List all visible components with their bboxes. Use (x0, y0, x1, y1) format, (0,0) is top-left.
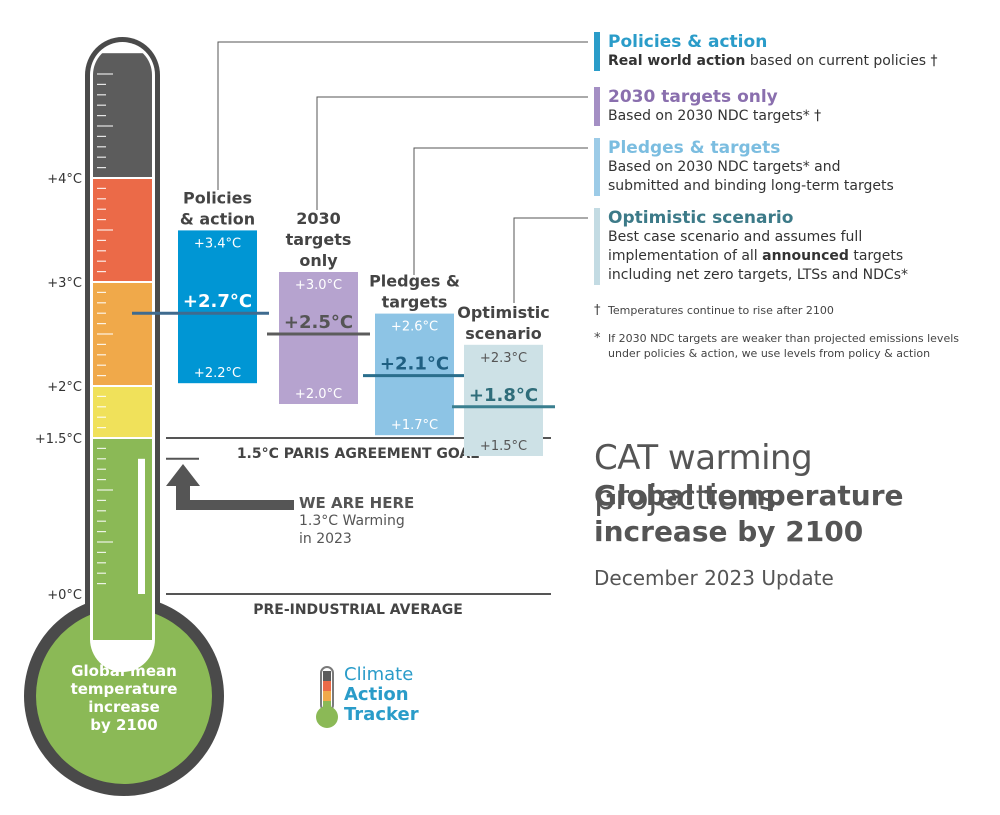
legend-text-segment: submitted and binding long-term targets (608, 178, 894, 194)
scenario-bar-0 (178, 230, 257, 384)
legend-title: Pledges & targets (608, 138, 781, 158)
legend-text-segment: implementation of all (608, 248, 763, 264)
legend-title: Optimistic scenario (608, 208, 794, 228)
logo-thermometer-icon (316, 666, 338, 728)
legend-description: including net zero targets, LTSs and NDC… (608, 266, 994, 285)
scenario-name-0-1: & action (180, 209, 255, 228)
update-label: December 2023 Update (594, 566, 834, 590)
legend-text-segment: Based on 2030 NDC targets* and (608, 159, 841, 175)
scenario-low-label-2: +1.7°C (391, 418, 438, 433)
footnote: † Temperatures continue to rise after 210… (594, 303, 994, 318)
paris-goal-label: 1.5°C PARIS AGREEMENT GOAL (237, 446, 479, 462)
scenario-low-label-0: +2.2°C (194, 366, 241, 381)
legend-text-segment: based on current policies † (745, 53, 938, 69)
legend-description: Best case scenario and assumes full (608, 228, 994, 247)
we-are-here-line2: in 2023 (299, 531, 352, 547)
tick-label-1: +3°C (47, 276, 82, 291)
scenario-name-3-0: Optimistic (457, 303, 549, 322)
connector-line-0 (217, 41, 588, 190)
scenario-low-label-3: +1.5°C (480, 439, 527, 454)
scenario-name-2-1: targets (382, 293, 448, 312)
logo-word-1: Climate (344, 664, 414, 685)
tick-label-0: +4°C (47, 172, 82, 187)
scenario-name-1-1: targets (286, 230, 352, 249)
bulb-label-2: increase (88, 698, 160, 716)
tick-label-3: +1.5°C (35, 432, 82, 447)
legend-text-segment: targets (848, 248, 904, 264)
legend-description: Based on 2030 NDC targets* † (608, 107, 994, 126)
thermometer-bulb (36, 608, 212, 784)
legend-description: Real world action based on current polic… (608, 52, 994, 71)
legend-text-segment: Based on 2030 NDC targets* † (608, 108, 822, 124)
legend-text-segment: Best case scenario and assumes full (608, 229, 863, 245)
thermometer-fill (93, 53, 152, 640)
legend-item: Optimistic scenario Best case scenario an… (594, 208, 994, 285)
scenario-name-1-0: 2030 (296, 209, 341, 228)
we-are-here-arrow (166, 464, 294, 510)
scenario-central-label-3: +1.8°C (469, 385, 538, 406)
legend-title: 2030 targets only (608, 87, 778, 107)
bulb-label-0: Global mean (71, 662, 177, 680)
scenario-high-label-0: +3.4°C (194, 236, 241, 251)
footnote-text: If 2030 NDC targets are weaker than proj… (608, 332, 960, 345)
scenario-central-label-2: +2.1°C (380, 354, 449, 375)
scenario-high-label-2: +2.6°C (391, 320, 438, 335)
connector-line-3 (513, 217, 588, 303)
legend-text-segment: announced (762, 248, 849, 264)
connector-line-1 (316, 96, 588, 210)
footnote: * If 2030 NDC targets are weaker than pro… (594, 331, 994, 361)
legend-text-segment: Real world action (608, 53, 746, 69)
scenario-high-label-3: +2.3°C (480, 351, 527, 366)
legend-text-segment: including net zero targets, LTSs and NDC… (608, 267, 908, 283)
bulb-label-3: by 2100 (90, 716, 158, 734)
current-level-bar (138, 458, 145, 594)
scenario-bar-3 (464, 344, 543, 456)
we-are-here-line1: 1.3°C Warming (299, 513, 405, 529)
legend-description: submitted and binding long-term targets (608, 177, 994, 196)
chart-title: CAT warming projections (594, 438, 813, 518)
pre-industrial-label: PRE-INDUSTRIAL AVERAGE (253, 602, 463, 618)
footnote-symbol: † (594, 303, 601, 318)
thermometer-band-1 (93, 386, 152, 438)
scenario-central-label-1: +2.5°C (284, 312, 353, 333)
chart-subtitle: Global temperature increase by 2100 (594, 479, 904, 548)
bulb-label-1: temperature (71, 680, 178, 698)
scenario-bar-1 (279, 272, 358, 404)
scenario-low-label-1: +2.0°C (295, 387, 342, 402)
logo: Climate Action Tracker (312, 665, 442, 731)
connector-line-2 (413, 147, 588, 275)
legend-swatch (594, 208, 600, 285)
we-are-here-title: WE ARE HERE (299, 494, 415, 512)
scenario-name-2-0: Pledges & (369, 272, 460, 291)
we-are-here: WE ARE HERE 1.3°C Warming in 2023 (299, 494, 414, 548)
scenario-central-label-0: +2.7°C (183, 291, 252, 312)
logo-word-2: Action (344, 684, 409, 705)
footnote-symbol: * (594, 331, 601, 346)
scenario-name-0-0: Policies (183, 188, 252, 207)
logo-word-3: Tracker (344, 704, 419, 725)
legend-item: Policies & action Real world action based… (594, 32, 994, 71)
footnote-text: under policies & action, we use levels f… (608, 347, 931, 360)
footnote-text: Temperatures continue to rise after 2100 (608, 304, 834, 317)
tick-label-4: +0°C (47, 588, 82, 603)
legend-description: implementation of all announced targets (608, 247, 994, 266)
legend-swatch (594, 87, 600, 126)
tick-label-2: +2°C (47, 380, 82, 395)
legend-item: Pledges & targets Based on 2030 NDC targe… (594, 138, 994, 196)
legend-swatch (594, 138, 600, 196)
legend-description: Based on 2030 NDC targets* and (608, 158, 994, 177)
legend-title: Policies & action (608, 32, 768, 52)
legend-swatch (594, 32, 600, 71)
scenario-name-3-1: scenario (465, 324, 541, 343)
scenario-name-1-2: only (299, 251, 338, 270)
scenario-high-label-1: +3.0°C (295, 278, 342, 293)
legend-item: 2030 targets only Based on 2030 NDC targe… (594, 87, 994, 126)
